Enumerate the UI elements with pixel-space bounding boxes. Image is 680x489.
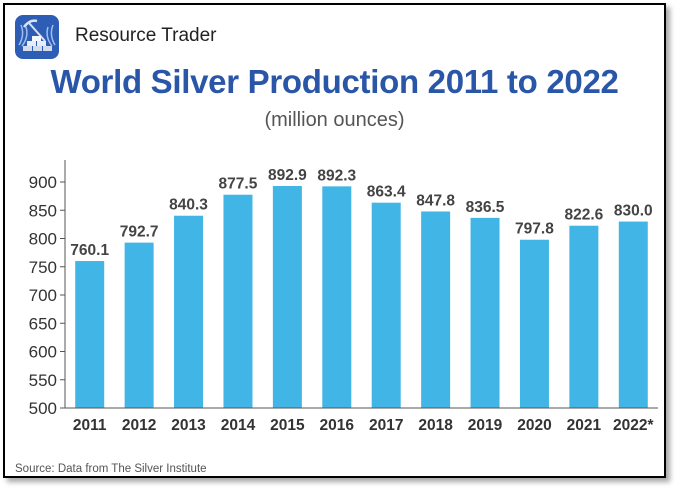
bars-group	[75, 186, 648, 408]
brand-name: Resource Trader	[75, 25, 217, 46]
chart-title: World Silver Production 2011 to 2022	[50, 63, 619, 100]
x-tick-label: 2011	[73, 417, 107, 434]
x-tick-label: 2020	[517, 417, 551, 434]
bar-2012	[124, 242, 154, 408]
data-label: 792.7	[120, 224, 159, 241]
bar-2022*	[618, 221, 648, 408]
bar-2018	[421, 211, 451, 408]
x-tick-label: 2022*	[613, 417, 654, 434]
x-tick-label: 2017	[369, 417, 403, 434]
y-tick-label: 900	[29, 173, 57, 192]
data-label: 892.3	[317, 167, 356, 184]
chart-frame: Resource Trader World Silver Production …	[3, 3, 666, 478]
y-tick-label: 600	[29, 343, 57, 362]
data-label: 892.9	[268, 167, 307, 184]
data-label: 760.1	[70, 242, 109, 259]
x-tick-label: 2016	[320, 417, 355, 434]
data-label: 863.4	[367, 184, 406, 201]
y-tick-label: 700	[29, 286, 57, 305]
silver-bars-pickaxe-icon	[15, 15, 59, 59]
x-tick-label: 2018	[418, 417, 453, 434]
y-tick-label: 650	[29, 314, 57, 333]
x-tick-label: 2013	[171, 417, 206, 434]
data-label: 847.8	[416, 192, 455, 209]
data-labels-group: 760.1 792.7 840.3 877.5 892.9 892.3 863.4 847.8…	[70, 167, 652, 259]
bar-2014	[223, 194, 253, 408]
bar-2015	[272, 186, 302, 408]
bar-2020	[519, 239, 549, 408]
data-label: 836.5	[466, 199, 505, 216]
x-tick-label: 2014	[221, 417, 256, 434]
bar-2021	[569, 225, 599, 408]
x-tick-label: 2019	[468, 417, 503, 434]
data-label: 797.8	[515, 221, 554, 238]
y-tick-label: 500	[29, 399, 57, 418]
y-tick-label: 800	[29, 230, 57, 249]
data-label: 822.6	[564, 207, 603, 224]
bar-2011	[75, 261, 105, 408]
source-note: Source: Data from The Silver Institute	[15, 463, 207, 475]
data-label: 840.3	[169, 197, 208, 214]
y-tick-label: 850	[29, 201, 57, 220]
x-tick-label: 2015	[270, 417, 305, 434]
y-tick-label: 750	[29, 258, 57, 277]
x-tick-label: 2012	[122, 417, 156, 434]
bar-2019	[470, 217, 500, 408]
chart-subtitle: (million ounces)	[264, 109, 405, 131]
x-tick-label: 2021	[567, 417, 602, 434]
bar-2016	[322, 186, 352, 408]
y-tick-label: 550	[29, 371, 57, 390]
bar-2017	[371, 202, 401, 408]
data-label: 877.5	[219, 176, 258, 193]
bar-2013	[174, 215, 204, 408]
bar-chart: 500 550 600 650 700 750 800 850 900 760.1 792.7 84…	[29, 160, 658, 434]
y-axis: 500 550 600 650 700 750 800 850 900	[29, 160, 66, 418]
x-axis: 2011 2012 2013 2014 2015 2016 2017 2018 2019 2020…	[65, 407, 658, 434]
data-label: 830.0	[614, 203, 653, 220]
